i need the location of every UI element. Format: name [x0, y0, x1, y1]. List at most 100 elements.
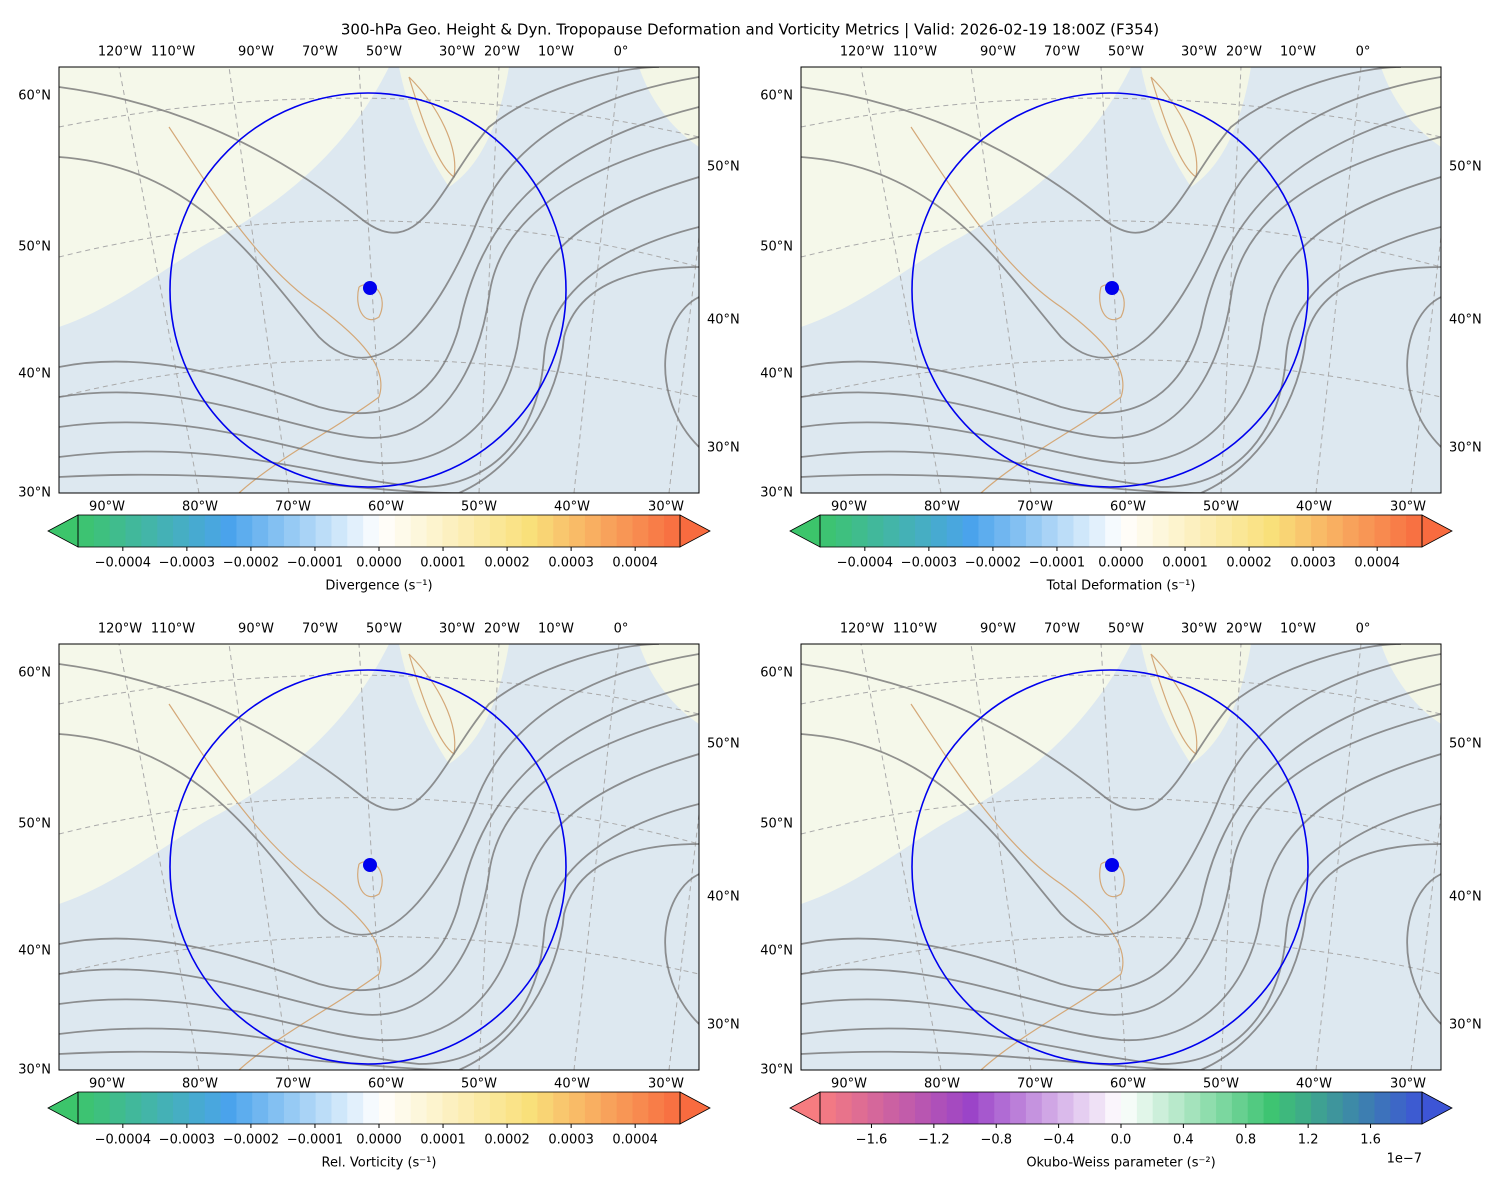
lon-label: 60°W — [368, 500, 404, 515]
lat-label: 60°N — [18, 666, 51, 681]
colorbar-swatch — [930, 515, 948, 547]
colorbar-offset: 1e−7 — [1387, 1152, 1422, 1167]
colorbar-swatch — [569, 515, 586, 547]
colorbar-swatch — [299, 515, 317, 547]
colorbar-swatch — [851, 515, 869, 547]
colorbar-swatch — [1342, 1092, 1360, 1124]
lon-label: 20°W — [1226, 45, 1262, 60]
lon-label: 50°W — [1203, 1077, 1239, 1092]
lon-label: 50°W — [366, 45, 402, 60]
colorbar-swatch — [410, 1092, 428, 1124]
colorbar-swatch — [537, 1092, 554, 1124]
colorbar-swatch — [331, 515, 348, 547]
lon-label: 0° — [614, 45, 629, 60]
colorbar-swatch — [1279, 1092, 1296, 1124]
colorbar-tick-label: −0.0003 — [159, 556, 215, 571]
colorbar-swatch — [268, 1092, 285, 1124]
colorbar-swatch — [616, 515, 634, 547]
colorbar-tick-label: −0.0002 — [965, 556, 1021, 571]
lon-label: 40°W — [554, 1077, 590, 1092]
colorbar-swatch — [268, 515, 285, 547]
lon-label: 50°W — [461, 1077, 497, 1092]
map-panel — [59, 644, 699, 1070]
lon-label: 120°W — [98, 45, 142, 60]
map-panel — [801, 67, 1441, 493]
colorbar-swatch — [820, 1092, 837, 1124]
colorbar-extend — [679, 1091, 711, 1125]
lon-label: 20°W — [484, 45, 520, 60]
colorbar-swatch — [648, 515, 665, 547]
lat-label: 30°N — [1449, 441, 1482, 456]
colorbar-swatch — [1152, 1092, 1170, 1124]
colorbar-tick-label: 0.0004 — [612, 1133, 658, 1148]
lon-label: 10°W — [538, 45, 574, 60]
lon-label: 90°W — [89, 1077, 125, 1092]
colorbar-swatch — [1010, 515, 1027, 547]
colorbar-swatch — [394, 1092, 412, 1124]
colorbar-swatch — [883, 1092, 900, 1124]
colorbar-tick-label: 0.0000 — [1098, 556, 1144, 571]
colorbar-swatch — [236, 515, 253, 547]
lon-label: 0° — [614, 622, 629, 637]
colorbar-tick-label: 0.0 — [1111, 1133, 1132, 1148]
lon-label: 110°W — [151, 45, 195, 60]
lon-label: 90°W — [238, 622, 274, 637]
lon-label: 20°W — [1226, 622, 1262, 637]
colorbar-swatch — [315, 515, 333, 547]
colorbar-swatch — [1295, 1092, 1312, 1124]
colorbar-tick-label: 1.6 — [1360, 1133, 1381, 1148]
colorbar-tick-label: 0.0002 — [484, 1133, 530, 1148]
colorbar-swatch — [867, 1092, 884, 1124]
colorbar-swatch — [899, 515, 916, 547]
lon-label: 30°W — [439, 622, 475, 637]
colorbar-tick-label: 0.0001 — [1162, 556, 1208, 571]
colorbar-swatch — [883, 515, 900, 547]
colorbar-swatch — [252, 1092, 269, 1124]
colorbar-swatch — [632, 515, 649, 547]
colorbar-swatch — [962, 515, 980, 547]
lon-label: 60°W — [368, 1077, 404, 1092]
colorbar-swatch — [109, 1092, 127, 1124]
lat-label: 40°N — [760, 367, 793, 382]
lon-label: 120°W — [840, 45, 884, 60]
colorbar-swatch — [442, 515, 459, 547]
lon-label: 50°W — [1203, 500, 1239, 515]
colorbar-tick-label: −0.0001 — [287, 1133, 343, 1148]
colorbar-extend — [1421, 514, 1453, 548]
colorbar-extend — [789, 1091, 821, 1125]
colorbar-swatch — [915, 1092, 932, 1124]
lat-label: 60°N — [18, 89, 51, 104]
colorbar-tick-label: 0.4 — [1173, 1133, 1194, 1148]
lat-label: 30°N — [707, 1018, 740, 1033]
colorbar-swatch — [1136, 1092, 1154, 1124]
colorbar-extend — [679, 514, 711, 548]
lon-label: 120°W — [98, 622, 142, 637]
colorbar-swatch — [188, 515, 206, 547]
colorbar-tick-label: 0.8 — [1235, 1133, 1256, 1148]
lon-label: 50°W — [461, 500, 497, 515]
lon-label: 0° — [1356, 622, 1371, 637]
colorbar-swatch — [600, 1092, 618, 1124]
colorbar-tick-label: 0.0002 — [484, 556, 530, 571]
colorbar-swatch — [521, 515, 539, 547]
lon-label: 70°W — [275, 1077, 311, 1092]
colorbar-tick-label: −0.0004 — [95, 1133, 151, 1148]
colorbar-swatch — [252, 515, 269, 547]
colorbar-tick-label: 0.0003 — [548, 1133, 594, 1148]
lon-label: 0° — [1356, 45, 1371, 60]
colorbar-swatch — [1168, 515, 1185, 547]
colorbar-swatch — [347, 1092, 364, 1124]
colorbar-swatch — [1358, 1092, 1376, 1124]
colorbar-swatch — [867, 515, 884, 547]
lon-label: 10°W — [1280, 45, 1316, 60]
lat-label: 40°N — [18, 367, 51, 382]
colorbar-swatch — [521, 1092, 539, 1124]
colorbar-swatch — [994, 515, 1011, 547]
colorbar-swatch — [1279, 515, 1296, 547]
map-panel — [59, 67, 699, 493]
lon-label: 30°W — [648, 1077, 684, 1092]
colorbar-swatch — [1342, 515, 1360, 547]
colorbar-swatch — [1231, 1092, 1249, 1124]
colorbar-swatch — [962, 1092, 980, 1124]
lon-label: 90°W — [980, 45, 1016, 60]
